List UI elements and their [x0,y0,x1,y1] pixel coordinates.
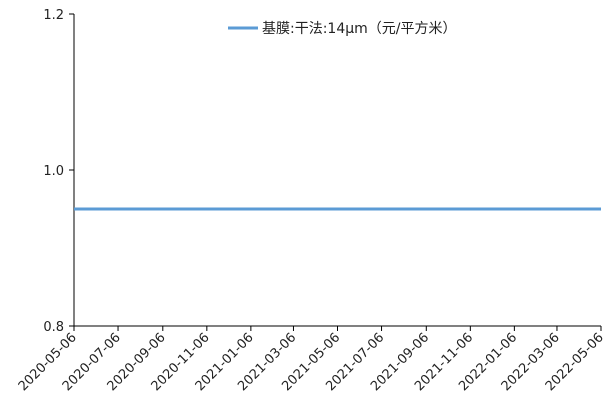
legend-label: 基膜:干法:14μm（元/平方米） [262,20,457,37]
y-tick-label: 1.2 [43,8,64,23]
y-axis-ticks: 1.2 1.0 0.8 [43,8,74,335]
y-tick-label: 0.8 [43,320,64,335]
legend: 基膜:干法:14μm（元/平方米） [228,20,457,37]
y-tick-label: 1.0 [43,164,64,179]
x-axis-ticks: 2020-05-062020-07-062020-09-062020-11-06… [16,326,607,394]
